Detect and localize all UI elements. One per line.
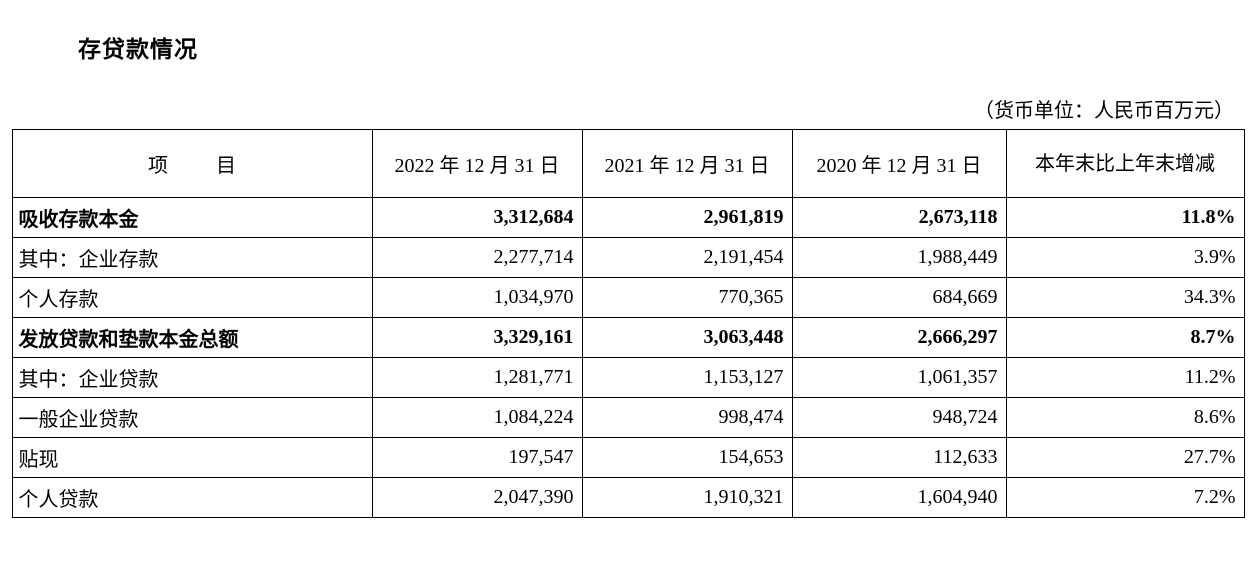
row-label: 一般企业贷款: [12, 398, 372, 438]
col-header-2021: 2021 年 12 月 31 日: [582, 130, 792, 198]
cell-y2021: 2,961,819: [582, 198, 792, 238]
cell-change: 11.2%: [1006, 358, 1244, 398]
col-header-change: 本年末比上年末增减: [1006, 130, 1244, 198]
cell-y2022: 1,281,771: [372, 358, 582, 398]
cell-y2021: 154,653: [582, 438, 792, 478]
cell-change: 8.6%: [1006, 398, 1244, 438]
cell-y2020: 948,724: [792, 398, 1006, 438]
cell-y2021: 998,474: [582, 398, 792, 438]
table-row: 一般企业贷款1,084,224998,474948,7248.6%: [12, 398, 1244, 438]
cell-y2021: 1,910,321: [582, 478, 792, 518]
row-label: 贴现: [12, 438, 372, 478]
cell-y2022: 2,047,390: [372, 478, 582, 518]
cell-y2022: 197,547: [372, 438, 582, 478]
cell-y2020: 112,633: [792, 438, 1006, 478]
table-row: 个人贷款2,047,3901,910,3211,604,9407.2%: [12, 478, 1244, 518]
row-label: 其中：企业贷款: [12, 358, 372, 398]
cell-y2022: 3,312,684: [372, 198, 582, 238]
cell-change: 3.9%: [1006, 238, 1244, 278]
row-label: 个人存款: [12, 278, 372, 318]
col-header-item: 项 目: [12, 130, 372, 198]
cell-change: 27.7%: [1006, 438, 1244, 478]
col-header-2020: 2020 年 12 月 31 日: [792, 130, 1006, 198]
cell-y2020: 1,604,940: [792, 478, 1006, 518]
cell-y2021: 3,063,448: [582, 318, 792, 358]
deposits-loans-table: 项 目 2022 年 12 月 31 日 2021 年 12 月 31 日 20…: [12, 129, 1245, 518]
cell-y2020: 684,669: [792, 278, 1006, 318]
cell-y2022: 1,034,970: [372, 278, 582, 318]
row-label: 发放贷款和垫款本金总额: [12, 318, 372, 358]
cell-y2020: 2,666,297: [792, 318, 1006, 358]
table-row: 其中：企业贷款1,281,7711,153,1271,061,35711.2%: [12, 358, 1244, 398]
cell-change: 8.7%: [1006, 318, 1244, 358]
table-body: 吸收存款本金3,312,6842,961,8192,673,11811.8%其中…: [12, 198, 1244, 518]
table-row: 发放贷款和垫款本金总额3,329,1613,063,4482,666,2978.…: [12, 318, 1244, 358]
cell-y2020: 1,988,449: [792, 238, 1006, 278]
section-title: 存贷款情况: [78, 30, 1246, 64]
row-label: 其中：企业存款: [12, 238, 372, 278]
cell-y2022: 1,084,224: [372, 398, 582, 438]
row-label: 吸收存款本金: [12, 198, 372, 238]
cell-change: 7.2%: [1006, 478, 1244, 518]
currency-unit-note: （货币单位：人民币百万元）: [10, 94, 1234, 123]
cell-y2020: 2,673,118: [792, 198, 1006, 238]
cell-y2020: 1,061,357: [792, 358, 1006, 398]
cell-y2022: 2,277,714: [372, 238, 582, 278]
cell-y2021: 770,365: [582, 278, 792, 318]
cell-change: 11.8%: [1006, 198, 1244, 238]
cell-y2022: 3,329,161: [372, 318, 582, 358]
table-row: 其中：企业存款2,277,7142,191,4541,988,4493.9%: [12, 238, 1244, 278]
cell-change: 34.3%: [1006, 278, 1244, 318]
cell-y2021: 1,153,127: [582, 358, 792, 398]
table-header-row: 项 目 2022 年 12 月 31 日 2021 年 12 月 31 日 20…: [12, 130, 1244, 198]
table-row: 吸收存款本金3,312,6842,961,8192,673,11811.8%: [12, 198, 1244, 238]
row-label: 个人贷款: [12, 478, 372, 518]
col-header-2022: 2022 年 12 月 31 日: [372, 130, 582, 198]
cell-y2021: 2,191,454: [582, 238, 792, 278]
table-row: 贴现197,547154,653112,63327.7%: [12, 438, 1244, 478]
table-row: 个人存款1,034,970770,365684,66934.3%: [12, 278, 1244, 318]
